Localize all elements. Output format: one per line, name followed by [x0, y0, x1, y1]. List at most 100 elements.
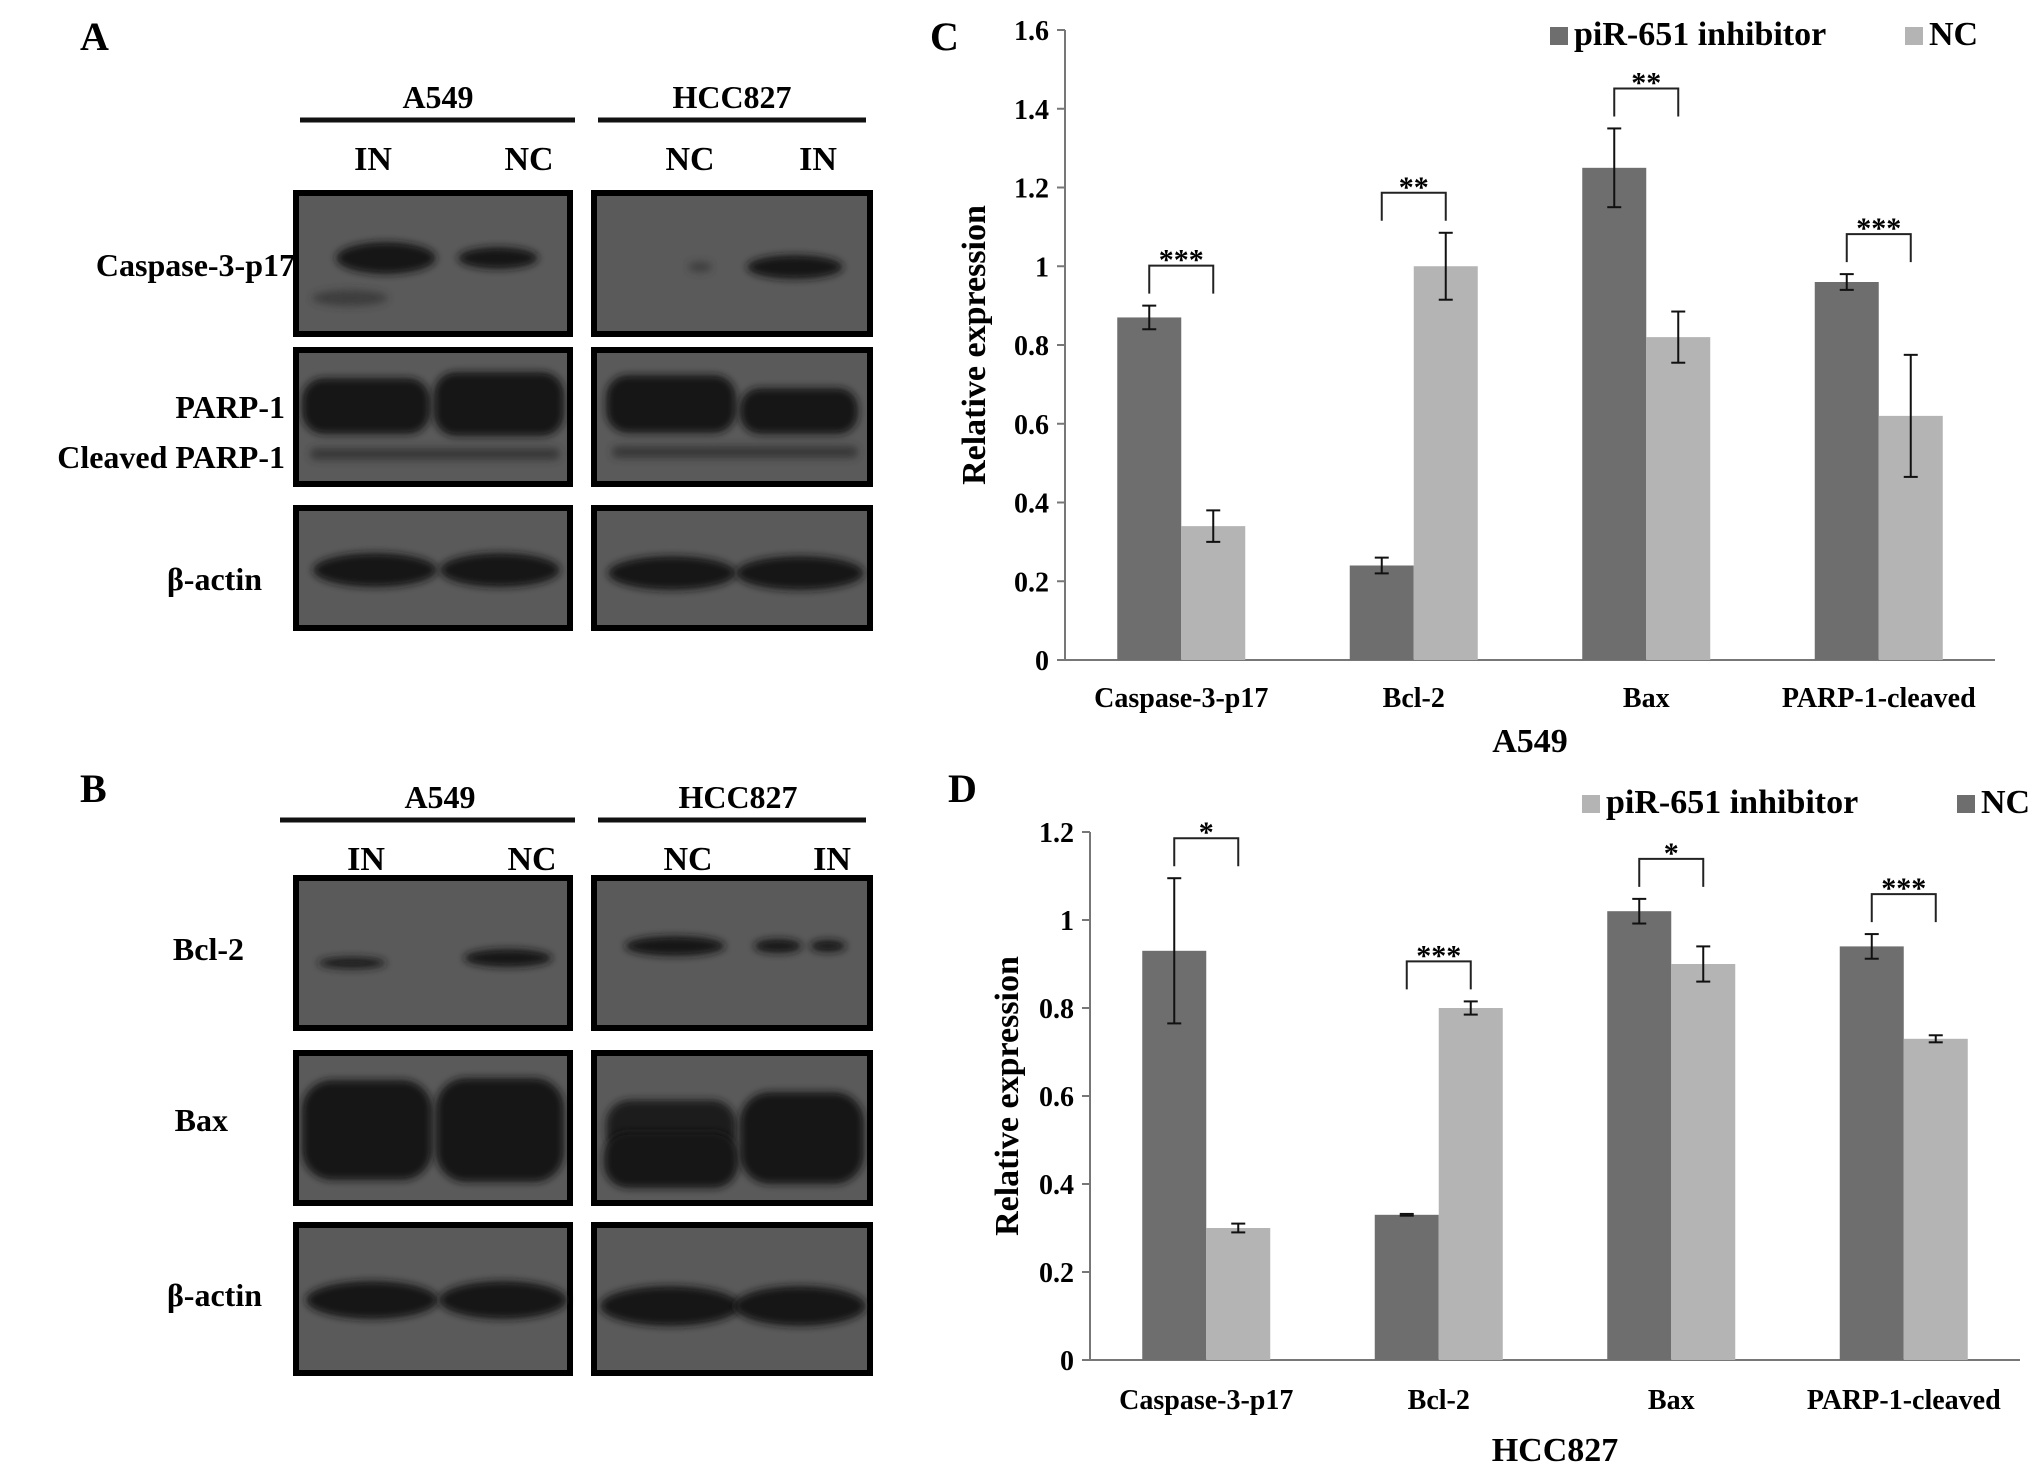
y-tick-label: 0: [1035, 646, 1049, 677]
bar-pir-651-inhibitor: [1349, 565, 1414, 660]
group-label-a549: A549: [404, 779, 475, 815]
bar-pir-651-inhibitor: [1814, 282, 1879, 660]
lane-label: NC: [507, 841, 556, 878]
bar-pir-651-inhibitor: [1903, 1038, 1968, 1360]
significance-label: **: [1399, 171, 1429, 204]
category-label: Caspase-3-p17: [1094, 683, 1268, 714]
category-label: Caspase-3-p17: [1119, 1385, 1293, 1416]
significance-bracket: [1380, 191, 1447, 221]
band: [810, 940, 846, 952]
band: [336, 242, 436, 274]
significance-label: ***: [1856, 212, 1901, 245]
blot-row-label: Bcl-2: [173, 931, 244, 967]
band: [434, 372, 564, 436]
blot-row-label: β-actin: [167, 1277, 262, 1313]
blot-row-label: β-actin: [167, 561, 262, 597]
legend-swatch: [1582, 795, 1600, 813]
band: [740, 388, 858, 434]
bar-nc: [1646, 337, 1711, 660]
category-label: Bax: [1623, 683, 1670, 714]
legend-label: NC: [1929, 16, 1978, 53]
legend-label: piR-651 inhibitor: [1574, 16, 1826, 53]
band: [318, 957, 386, 969]
y-axis-label: Relative expression: [989, 956, 1026, 1236]
y-tick-label: 1.6: [1014, 16, 1049, 47]
band: [464, 949, 552, 967]
band: [600, 1286, 740, 1326]
panel-letter-a: A: [80, 14, 109, 59]
legend-swatch: [1905, 27, 1923, 45]
significance-label: ***: [1416, 939, 1461, 972]
band: [302, 378, 430, 434]
bar-nc: [1413, 266, 1478, 660]
group-label-a549: A549: [402, 79, 473, 115]
bar-pir-651-inhibitor: [1582, 167, 1647, 660]
blot-row-label: Bax: [175, 1102, 228, 1138]
blot-row-label: PARP-1: [175, 389, 285, 425]
band: [604, 1132, 738, 1188]
x-axis-label: A549: [1492, 723, 1568, 760]
legend-label: piR-651 inhibitor: [1606, 784, 1858, 821]
y-tick-label: 0.8: [1014, 331, 1049, 362]
significance-bracket: [1845, 233, 1912, 263]
y-tick-label: 1: [1035, 252, 1049, 283]
y-tick-label: 0.6: [1014, 410, 1049, 441]
y-tick-label: 0.6: [1039, 1082, 1074, 1113]
lane-label: IN: [354, 141, 392, 178]
blot-panel-b: A549 HCC827 IN NC NC IN Bcl-2 Bax β-acti…: [167, 779, 873, 1376]
significance-label: ***: [1881, 872, 1926, 905]
significance-bracket: [1870, 893, 1937, 923]
bar-chart-a549: 0 0.2 0.4 0.6 0.8 1 1.2 1.4 1.6 Relative expressi…: [956, 16, 1995, 760]
lane-label: NC: [663, 841, 712, 878]
lane-label: NC: [665, 141, 714, 178]
band: [302, 1080, 432, 1180]
bar-pir-651-inhibitor: [1117, 317, 1182, 660]
band: [754, 939, 802, 953]
significance-bracket: [1173, 837, 1240, 867]
panel-letter-c: C: [930, 14, 959, 59]
lane-label: IN: [799, 141, 837, 178]
legend-swatch: [1550, 27, 1568, 45]
band: [436, 1078, 564, 1182]
band: [608, 556, 736, 590]
band: [306, 1281, 438, 1319]
bar-pir-651-inhibitor: [1671, 964, 1736, 1360]
bar-nc: [1607, 911, 1672, 1360]
y-tick-label: 0: [1060, 1346, 1074, 1377]
category-label: Bcl-2: [1408, 1385, 1470, 1416]
blot-row-label: Cleaved PARP-1: [57, 439, 285, 475]
y-tick-label: 0.8: [1039, 994, 1074, 1025]
x-axis-label: HCC827: [1492, 1432, 1619, 1469]
lane-label: IN: [813, 841, 851, 878]
band: [736, 556, 864, 590]
bar-chart-hcc827: 0 0.2 0.4 0.6 0.8 1 1.2 Relative expression * Cas…: [989, 784, 2030, 1469]
band: [612, 446, 858, 458]
band: [439, 1281, 567, 1319]
panel-letter-b: B: [80, 766, 107, 811]
y-tick-label: 1.2: [1014, 174, 1049, 205]
y-tick-label: 1: [1060, 906, 1074, 937]
blot-box: [591, 875, 873, 1031]
significance-bracket: [1638, 857, 1705, 887]
category-label: PARP-1-cleaved: [1782, 683, 1976, 714]
bar-pir-651-inhibitor: [1438, 1008, 1503, 1360]
band: [740, 1092, 864, 1184]
blot-panel-a: A549 HCC827 IN NC NC IN Caspase-3-p17 PA…: [57, 79, 873, 631]
band: [606, 375, 736, 433]
band: [310, 448, 560, 460]
band: [313, 553, 437, 587]
band: [747, 255, 843, 279]
significance-bracket: [1405, 960, 1472, 990]
significance-label: *: [1199, 816, 1214, 849]
y-tick-label: 0.4: [1014, 489, 1049, 520]
band: [440, 553, 560, 587]
bar-pir-651-inhibitor: [1206, 1228, 1271, 1360]
significance-label: **: [1631, 66, 1661, 99]
category-label: PARP-1-cleaved: [1807, 1385, 2001, 1416]
lane-label: NC: [504, 141, 553, 178]
significance-bracket: [1613, 87, 1680, 117]
significance-bracket: [1148, 264, 1215, 294]
band: [734, 1286, 866, 1326]
panel-letter-d: D: [948, 766, 977, 811]
y-tick-label: 1.4: [1014, 95, 1049, 126]
